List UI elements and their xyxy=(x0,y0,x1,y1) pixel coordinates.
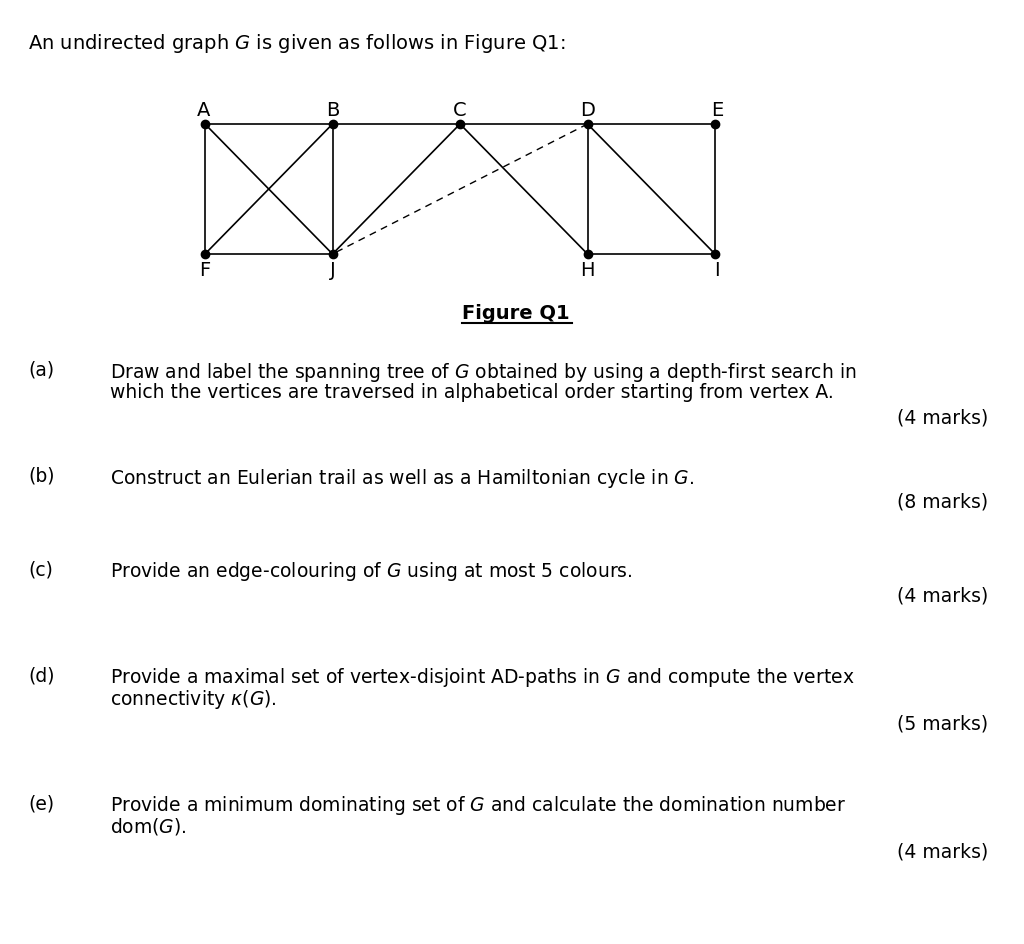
Text: Construct an Eulerian trail as well as a Hamiltonian cycle in $G$.: Construct an Eulerian trail as well as a… xyxy=(110,467,694,490)
Text: F: F xyxy=(200,261,211,279)
Text: D: D xyxy=(580,100,595,120)
Text: Figure Q1: Figure Q1 xyxy=(462,304,569,323)
Text: I: I xyxy=(714,261,720,279)
Text: (c): (c) xyxy=(28,560,53,579)
Text: (5 marks): (5 marks) xyxy=(897,714,988,733)
Text: An undirected graph $\mathit{G}$ is given as follows in Figure Q1:: An undirected graph $\mathit{G}$ is give… xyxy=(28,32,565,55)
Text: A: A xyxy=(198,100,211,120)
Text: E: E xyxy=(711,100,723,120)
Text: Draw and label the spanning tree of $G$ obtained by using a depth-first search i: Draw and label the spanning tree of $G$ … xyxy=(110,361,856,384)
Text: H: H xyxy=(581,261,595,279)
Text: Provide an edge-colouring of $G$ using at most 5 colours.: Provide an edge-colouring of $G$ using a… xyxy=(110,560,633,583)
Text: connectivity $\kappa$($G$).: connectivity $\kappa$($G$). xyxy=(110,688,276,711)
Text: (4 marks): (4 marks) xyxy=(897,586,988,605)
Text: J: J xyxy=(330,261,336,279)
Text: which the vertices are traversed in alphabetical order starting from vertex A.: which the vertices are traversed in alph… xyxy=(110,383,834,402)
Text: C: C xyxy=(454,100,467,120)
Text: (4 marks): (4 marks) xyxy=(897,409,988,428)
Text: B: B xyxy=(326,100,339,120)
Text: (e): (e) xyxy=(28,794,54,813)
Text: (a): (a) xyxy=(28,361,54,380)
Text: (8 marks): (8 marks) xyxy=(897,493,988,512)
Text: Provide a maximal set of vertex-disjoint AD-paths in $G$ and compute the vertex: Provide a maximal set of vertex-disjoint… xyxy=(110,666,855,689)
Text: (4 marks): (4 marks) xyxy=(897,842,988,861)
Text: (b): (b) xyxy=(28,467,54,486)
Text: Provide a minimum dominating set of $G$ and calculate the domination number: Provide a minimum dominating set of $G$ … xyxy=(110,794,846,817)
Text: dom($G$).: dom($G$). xyxy=(110,816,186,837)
Text: (d): (d) xyxy=(28,666,54,685)
